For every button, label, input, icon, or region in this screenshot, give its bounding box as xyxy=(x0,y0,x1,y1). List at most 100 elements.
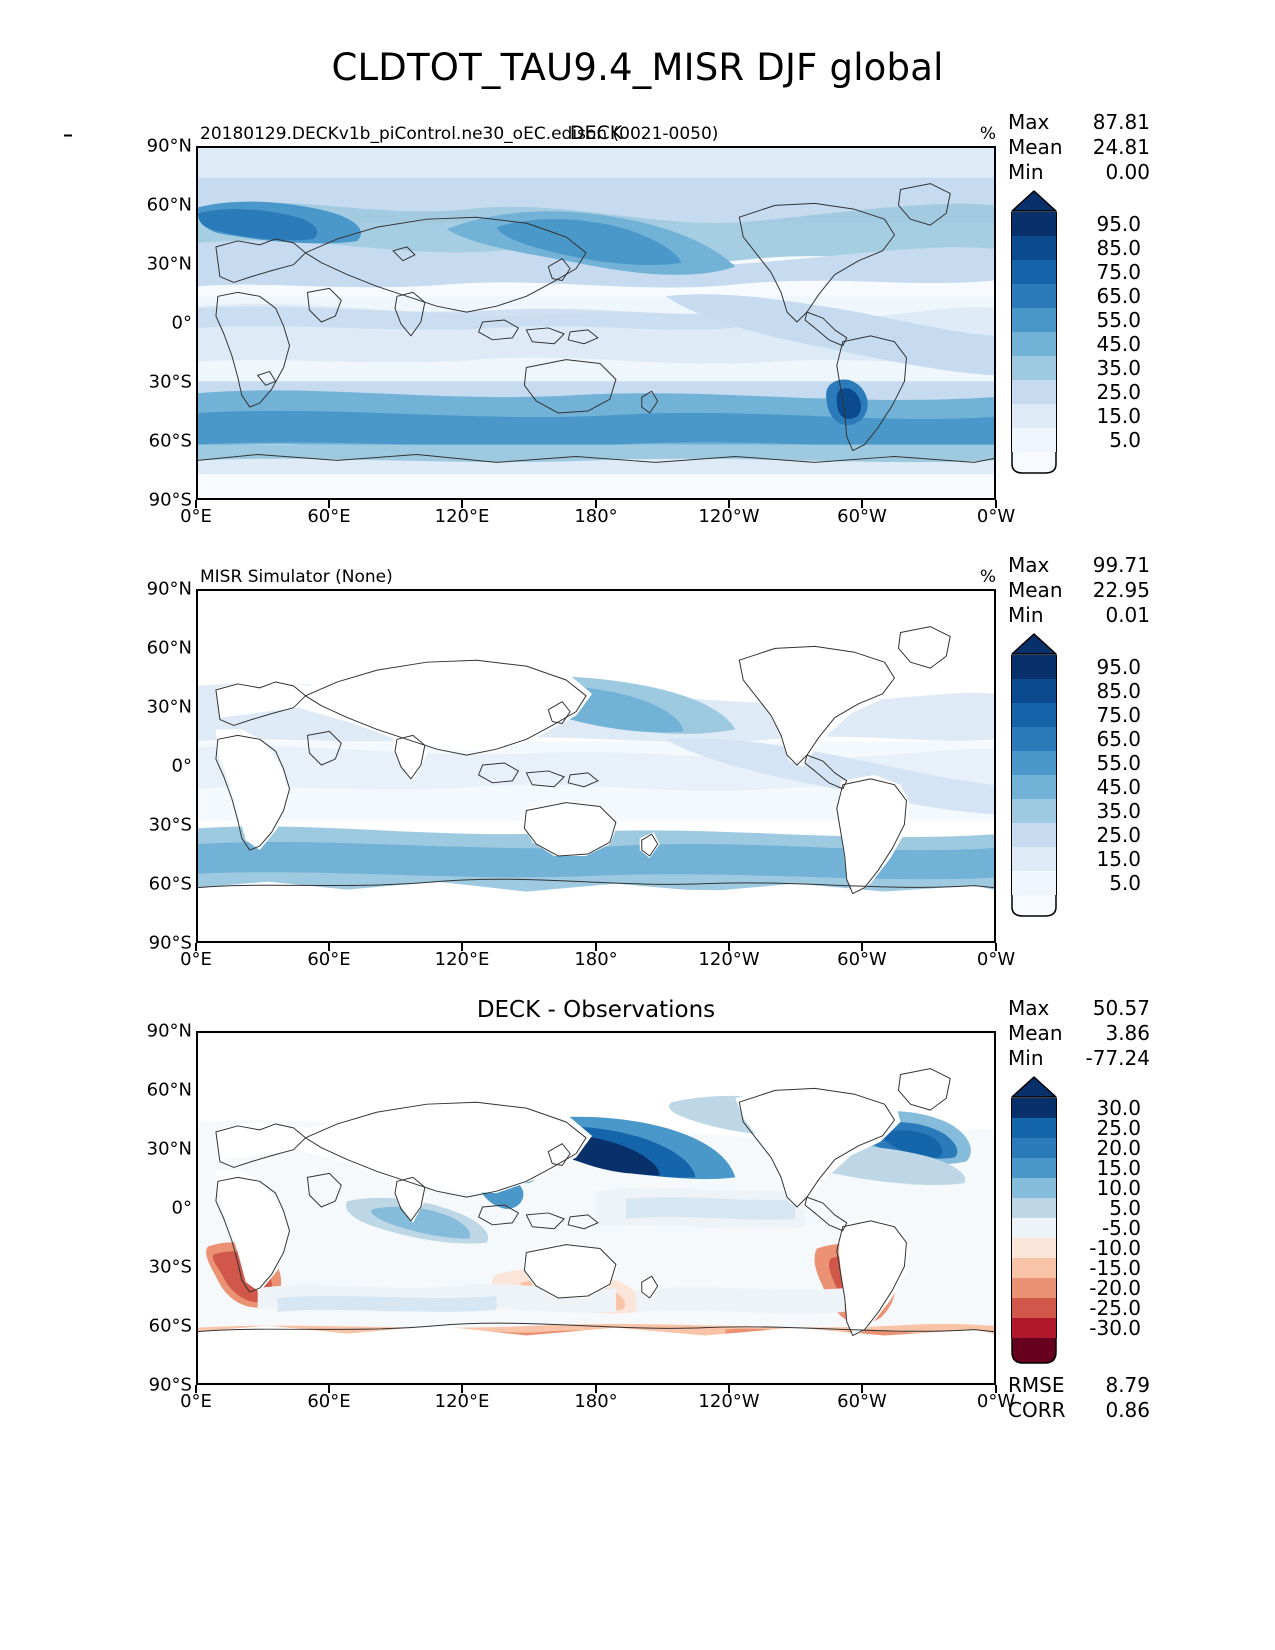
panel-obs-ytick: 30°N xyxy=(146,696,192,718)
panel-difference-ytick: 60°S xyxy=(148,1315,192,1337)
panel-obs-ytick: 90°N xyxy=(146,578,192,600)
colorbar-tick: 75.0 xyxy=(1096,260,1141,284)
colorbar-segment xyxy=(1011,1098,1057,1118)
panel-difference-xtick: 0°E xyxy=(180,1391,212,1412)
colorbar-tick: -20.0 xyxy=(1089,1276,1141,1300)
colorbar-segment xyxy=(1011,260,1057,284)
colorbar-tick: -25.0 xyxy=(1089,1296,1141,1320)
colorbar-tick: -5.0 xyxy=(1101,1216,1141,1240)
tick-mark xyxy=(595,1385,597,1393)
colorbar-segment xyxy=(1011,727,1057,751)
colorbar-tick: 5.0 xyxy=(1109,428,1141,452)
panel-obs-xtick: 0°W xyxy=(976,949,1016,970)
panel-model-map-graphic xyxy=(198,148,994,498)
panel-obs-ytick: 90°S xyxy=(148,932,192,954)
colorbar-segment xyxy=(1011,212,1057,236)
panel-difference-ytick: 30°N xyxy=(146,1138,192,1160)
tick-mark xyxy=(328,1385,330,1393)
panel-obs-xtick: 60°E xyxy=(307,949,351,970)
colorbar-segment xyxy=(1011,1278,1057,1298)
tick-mark xyxy=(728,500,730,508)
panel-model-xtick: 60°W xyxy=(837,506,887,527)
colorbar-segment xyxy=(1011,428,1057,452)
score-label: RMSE xyxy=(1008,1373,1065,1397)
colorbar-tick: -30.0 xyxy=(1089,1316,1141,1340)
colorbar-tick: 75.0 xyxy=(1096,703,1141,727)
colorbar-tick: 15.0 xyxy=(1096,847,1141,871)
colorbar-segment xyxy=(1011,332,1057,356)
colorbar-top-arrow xyxy=(1011,633,1057,655)
tick-mark xyxy=(195,500,197,508)
panel-model-ytick: 90°S xyxy=(148,489,192,511)
tick-mark xyxy=(728,943,730,951)
tick-mark xyxy=(64,134,72,137)
tick-mark xyxy=(728,1385,730,1393)
panel-model-map xyxy=(196,146,996,500)
colorbar-top-arrow xyxy=(1011,190,1057,212)
tick-mark xyxy=(195,943,197,951)
stats-label: Min xyxy=(1008,160,1044,184)
panel-model-colorbar: 95.0 85.0 75.0 65.0 55.0 45.0 35.0 25.0 … xyxy=(1011,190,1141,474)
colorbar-body: 95.0 85.0 75.0 65.0 55.0 45.0 35.0 25.0 … xyxy=(1011,190,1141,474)
stats-value: 87.81 xyxy=(1092,110,1150,134)
panel-difference-xtick: 120°W xyxy=(698,1391,760,1412)
colorbar-bottom-cap xyxy=(1011,452,1057,474)
panel-model-xtick: 0°E xyxy=(180,506,212,527)
colorbar-tick: 30.0 xyxy=(1096,1096,1141,1120)
colorbar-segment xyxy=(1011,356,1057,380)
colorbar-segment xyxy=(1011,775,1057,799)
panel-model-ytick: 30°N xyxy=(146,253,192,275)
panel-model-units-label: % xyxy=(979,124,996,144)
tick-mark xyxy=(328,500,330,508)
panel-model-xtick: 0°W xyxy=(976,506,1016,527)
panel-model-xtick: 120°W xyxy=(698,506,760,527)
panel-difference-colorbar: 30.0 25.0 20.0 15.0 10.0 5.0 -5.0 -10.0 … xyxy=(1011,1076,1141,1364)
tick-mark xyxy=(861,500,863,508)
panel-obs-xtick: 120°W xyxy=(698,949,760,970)
stats-label: Min xyxy=(1008,603,1044,627)
panel-model-ytick: 0° xyxy=(171,312,192,334)
panel-obs-header: MISR Simulator (None) % xyxy=(196,563,996,587)
stats-value: 0.00 xyxy=(1105,160,1150,184)
colorbar-tick: 55.0 xyxy=(1096,308,1141,332)
panel-obs-ytick: 0° xyxy=(171,755,192,777)
stats-label: Mean xyxy=(1008,135,1063,159)
tick-mark xyxy=(461,1385,463,1393)
colorbar-segment xyxy=(1011,823,1057,847)
colorbar-top-arrow xyxy=(1011,1076,1057,1098)
stats-value: 22.95 xyxy=(1092,578,1150,602)
panel-obs-units-label: % xyxy=(979,567,996,587)
colorbar-segment xyxy=(1011,1118,1057,1138)
panel-difference-title: DECK - Observations xyxy=(476,997,716,1023)
colorbar-tick: 85.0 xyxy=(1096,236,1141,260)
colorbar-segment xyxy=(1011,847,1057,871)
panel-difference-ytick: 90°N xyxy=(146,1020,192,1042)
tick-mark xyxy=(595,500,597,508)
colorbar-segment xyxy=(1011,236,1057,260)
colorbar-segment xyxy=(1011,871,1057,895)
colorbar-segment xyxy=(1011,679,1057,703)
panel-model-xtick: 180° xyxy=(574,506,618,527)
colorbar-tick: 15.0 xyxy=(1096,1156,1141,1180)
panel-difference-xtick: 120°E xyxy=(434,1391,490,1412)
panel-model-xtick: 60°E xyxy=(307,506,351,527)
colorbar-tick: 45.0 xyxy=(1096,775,1141,799)
colorbar-tick: 95.0 xyxy=(1096,212,1141,236)
stats-label: Mean xyxy=(1008,578,1063,602)
colorbar-tick: 20.0 xyxy=(1096,1136,1141,1160)
panel-obs-xtick: 0°E xyxy=(180,949,212,970)
colorbar-tick: -15.0 xyxy=(1089,1256,1141,1280)
colorbar-bottom-cap xyxy=(1011,1338,1057,1364)
panel-obs-ytick: 60°N xyxy=(146,637,192,659)
colorbar-tick: 10.0 xyxy=(1096,1176,1141,1200)
colorbar-tick: 25.0 xyxy=(1096,380,1141,404)
panel-difference-ytick: 60°N xyxy=(146,1079,192,1101)
colorbar-tick: 45.0 xyxy=(1096,332,1141,356)
stats-value: 50.57 xyxy=(1092,996,1150,1020)
colorbar-bottom-cap xyxy=(1011,895,1057,917)
panel-difference-map-graphic xyxy=(198,1033,994,1383)
stats-value: 0.01 xyxy=(1105,603,1150,627)
colorbar-segment xyxy=(1011,1318,1057,1338)
stats-value: 99.71 xyxy=(1092,553,1150,577)
panel-obs-ytick: 60°S xyxy=(148,873,192,895)
